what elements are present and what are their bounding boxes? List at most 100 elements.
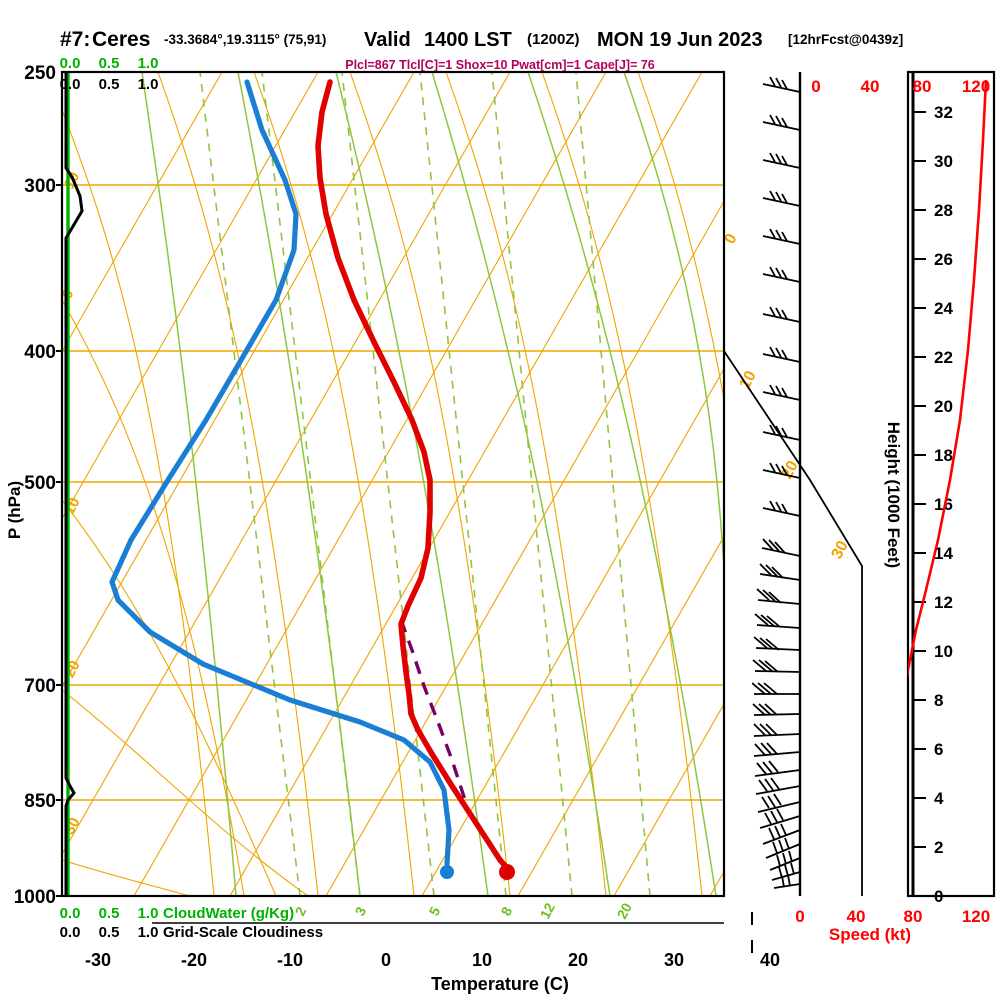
wind-barb: [759, 563, 801, 581]
dewpoint-curve: [109, 79, 452, 867]
svg-text:0.0: 0.0: [60, 924, 81, 941]
svg-text:30: 30: [664, 950, 684, 970]
height-tick-labels: 0 2 4 6 8 10 12 14 16 18 20 22 24 26 28 …: [934, 103, 953, 906]
cloudiness-bottom-ticks: 0.0 0.5 1.0: [60, 924, 159, 941]
wind-barb: [762, 823, 801, 845]
svg-text:20: 20: [934, 397, 953, 416]
valid-date: MON 19 Jun 2023: [597, 29, 763, 51]
wind-barb: [754, 613, 801, 629]
temperature-axis-label: Temperature (C): [431, 974, 569, 994]
svg-text:250: 250: [24, 63, 56, 84]
svg-text:0: 0: [381, 950, 391, 970]
svg-text:0: 0: [795, 907, 804, 926]
cloudwater-bottom-ticks: 0.0 0.5 1.0: [60, 905, 159, 922]
svg-text:40: 40: [760, 950, 780, 970]
speed-bottom-ticks: 0 40 80 120: [795, 907, 990, 926]
svg-text:120: 120: [962, 907, 990, 926]
svg-text:5: 5: [426, 904, 444, 919]
svg-text:22: 22: [934, 348, 953, 367]
height-axis-label: Height (1000 Feet): [884, 422, 903, 568]
wind-barb: [773, 874, 801, 889]
wind-barb: [762, 190, 801, 207]
wind-barb: [757, 793, 801, 813]
cloudiness-axis-label: Grid-Scale Cloudiness: [163, 924, 323, 941]
svg-text:6: 6: [934, 740, 943, 759]
svg-text:40: 40: [847, 907, 866, 926]
svg-text:0.5: 0.5: [99, 55, 120, 72]
cloudiness-top-ticks: 0.0 0.5 1.0: [60, 76, 159, 93]
wind-barb: [762, 228, 801, 245]
svg-text:24: 24: [934, 299, 953, 318]
svg-text:2: 2: [292, 904, 310, 919]
dewpoint-surface-marker: [440, 865, 454, 879]
station-name: Ceres: [92, 28, 150, 51]
svg-text:30: 30: [934, 152, 953, 171]
wind-barbs: [752, 76, 801, 889]
wind-barb: [762, 76, 801, 93]
wind-panel-boundary: [723, 350, 863, 896]
svg-text:3: 3: [352, 904, 370, 919]
dry-adiabat-lines: [62, 72, 724, 896]
wind-barb: [762, 266, 801, 283]
station-id: #7:: [60, 28, 90, 51]
svg-text:20: 20: [614, 900, 636, 921]
wind-barb: [762, 424, 801, 441]
height-profile-curve: [908, 79, 988, 679]
wind-barb: [752, 703, 801, 716]
svg-text:0.0: 0.0: [60, 76, 81, 93]
svg-text:30: 30: [829, 538, 852, 562]
wind-barb-panel: [723, 72, 863, 896]
svg-text:0.5: 0.5: [99, 76, 120, 93]
svg-text:12: 12: [537, 900, 559, 921]
wind-barb: [752, 682, 800, 695]
wind-barb: [771, 862, 801, 881]
svg-text:28: 28: [934, 201, 953, 220]
svg-text:16: 16: [934, 495, 953, 514]
wind-barb: [762, 114, 801, 131]
temperature-surface-marker: [499, 864, 515, 880]
svg-text:10: 10: [472, 950, 492, 970]
valid-time: 1400 LST: [424, 29, 512, 51]
svg-text:10: 10: [934, 642, 953, 661]
svg-text:120: 120: [962, 77, 990, 96]
wind-barb: [756, 588, 801, 605]
svg-text:1.0: 1.0: [138, 905, 159, 922]
pressure-ticks: [56, 184, 62, 897]
height-ticks: 0 2 4 6 8 10 12 14 16 18 20 22 24 26 28 …: [913, 103, 953, 906]
svg-text:26: 26: [934, 250, 953, 269]
svg-text:300: 300: [24, 176, 56, 197]
wind-barb: [762, 384, 801, 401]
wind-barb: [761, 538, 801, 557]
svg-text:2: 2: [934, 838, 943, 857]
parcel-curve: [399, 619, 467, 801]
svg-text:80: 80: [913, 77, 932, 96]
plot-frame: [60, 70, 726, 898]
svg-text:0.5: 0.5: [99, 924, 120, 941]
svg-text:4: 4: [934, 789, 944, 808]
wind-barb: [752, 659, 801, 673]
svg-text:0.0: 0.0: [60, 55, 81, 72]
forecast-tag: [12hrFcst@0439z]: [788, 32, 903, 47]
svg-text:32: 32: [934, 103, 953, 122]
svg-text:1.0: 1.0: [138, 924, 159, 941]
wind-barb: [753, 723, 801, 737]
svg-text:400: 400: [24, 342, 56, 363]
station-coords: -33.3684°,19.3115° (75,91): [164, 32, 326, 47]
mixing-ratio-lines: [199, 72, 651, 896]
pressure-tick-labels: 250 300 400 500 700 850 1000: [14, 63, 56, 908]
svg-text:8: 8: [934, 691, 943, 710]
skewt-grid: [62, 72, 724, 896]
valid-utc: (1200Z): [527, 31, 580, 48]
svg-text:12: 12: [934, 593, 953, 612]
wind-barb: [754, 760, 801, 777]
svg-text:0: 0: [934, 887, 943, 906]
cloudwater-top-ticks: 0.0 0.5 1.0: [60, 55, 159, 72]
wind-barb: [762, 152, 801, 169]
moist-adiabat-lines: [141, 72, 724, 896]
wind-barb: [762, 462, 801, 479]
svg-text:850: 850: [24, 791, 56, 812]
cloudiness-curve: [64, 72, 84, 896]
svg-text:-30: -30: [85, 950, 111, 970]
